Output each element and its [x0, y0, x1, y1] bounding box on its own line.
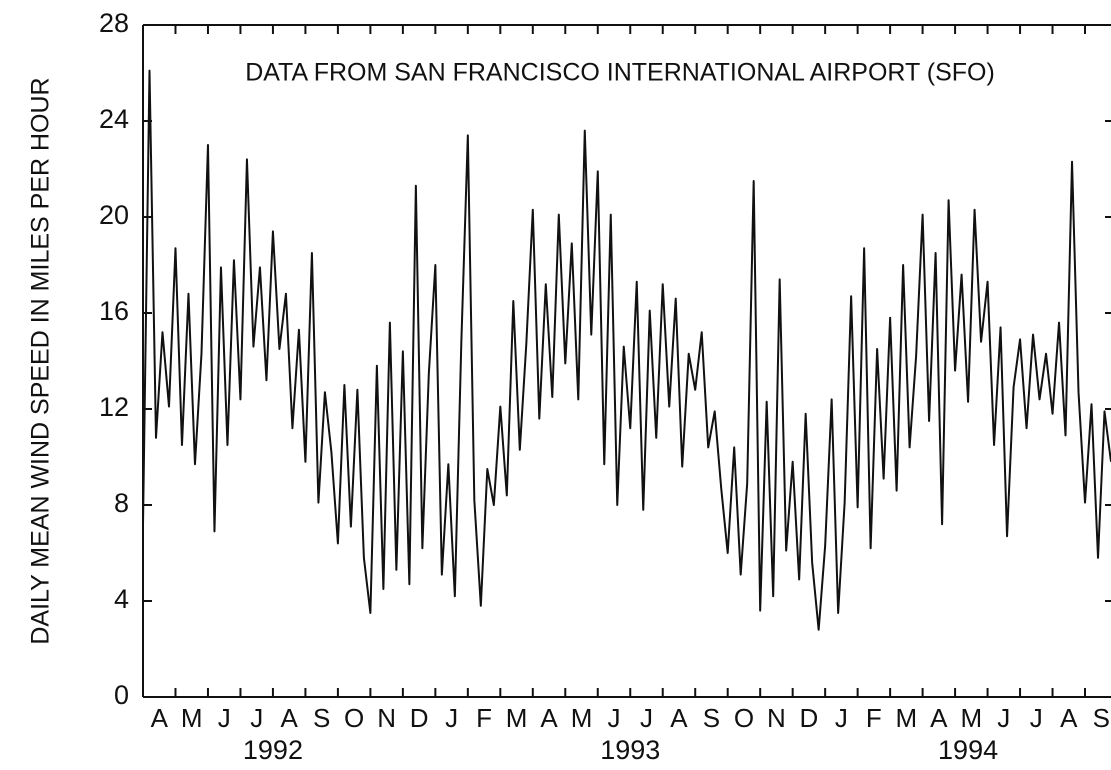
x-tick-label: A: [670, 703, 688, 733]
x-tick-label: A: [281, 703, 299, 733]
y-tick-label: 16: [99, 296, 129, 326]
x-tick-label: A: [1060, 703, 1078, 733]
y-tick-label: 12: [99, 392, 129, 422]
x-tick-label: J: [997, 703, 1010, 733]
x-tick-label: J: [835, 703, 848, 733]
x-tick-label: S: [1093, 703, 1110, 733]
annotation: DATA FROM SAN FRANCISCO INTERNATIONAL AI…: [245, 59, 995, 87]
y-tick-label: 0: [114, 680, 129, 710]
x-tick-label: M: [571, 703, 593, 733]
x-tick-label: A: [151, 703, 169, 733]
x-tick-label: O: [344, 703, 364, 733]
x-tick-label: O: [734, 703, 754, 733]
y-tick-label: 4: [114, 584, 129, 614]
x-tick-label: A: [930, 703, 948, 733]
x-tick-label: S: [313, 703, 330, 733]
year-label: 1992: [243, 735, 303, 765]
x-tick-label: J: [445, 703, 458, 733]
x-tick-label: J: [608, 703, 621, 733]
y-tick-label: 20: [99, 200, 129, 230]
x-tick-label: M: [506, 703, 528, 733]
year-label: 1994: [938, 735, 998, 765]
x-tick-label: F: [476, 703, 492, 733]
x-tick-label: N: [377, 703, 396, 733]
x-tick-label: J: [640, 703, 653, 733]
y-tick-label: 28: [99, 8, 129, 38]
year-label: 1993: [600, 735, 660, 765]
x-tick-label: J: [1030, 703, 1043, 733]
x-tick-label: A: [540, 703, 558, 733]
x-tick-label: J: [218, 703, 231, 733]
x-tick-label: D: [800, 703, 819, 733]
x-tick-label: N: [767, 703, 786, 733]
x-tick-label: J: [250, 703, 263, 733]
x-tick-label: F: [866, 703, 882, 733]
y-tick-label: 8: [114, 488, 129, 518]
x-tick-label: M: [181, 703, 203, 733]
y-tick-label: 24: [99, 104, 129, 134]
y-axis-label: DAILY MEAN WIND SPEED IN MILES PER HOUR: [27, 77, 55, 644]
x-tick-label: M: [896, 703, 918, 733]
x-tick-label: M: [960, 703, 982, 733]
x-tick-label: S: [703, 703, 720, 733]
wind-speed-line: [142, 69, 1111, 631]
x-tick-label: D: [410, 703, 429, 733]
